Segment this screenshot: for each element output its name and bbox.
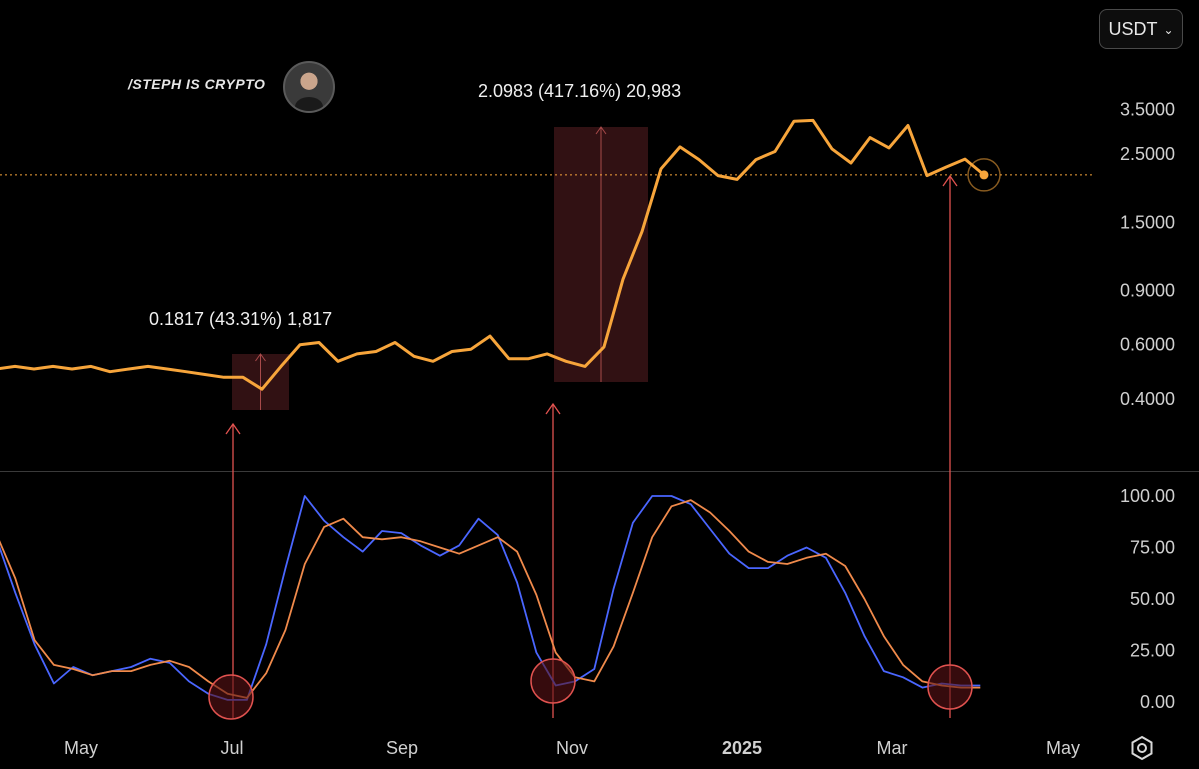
signal-circle-2 [927,664,973,710]
price-axis-ticks[interactable]: 3.5000 2.5000 1.5000 0.9000 0.6000 0.4000 [1120,99,1175,409]
stoch-axis-ticks[interactable]: 100.00 75.00 50.00 25.00 0.00 [1120,486,1175,712]
signal-circles [208,658,973,720]
last-price-ring [967,158,1001,192]
signal-arrowhead-1 [545,402,561,415]
time-tick-label[interactable]: May [1046,738,1080,758]
stoch-series [0,495,981,701]
gear-icon[interactable] [1129,735,1155,761]
price-tick-label[interactable]: 0.6000 [1120,335,1175,355]
price-move-boxes [232,126,648,410]
price-tick-label[interactable]: 0.9000 [1120,281,1175,301]
stoch-tick-label[interactable]: 50.00 [1130,589,1175,609]
price-tick-label[interactable]: 2.5000 [1120,144,1175,164]
signal-circle-0 [208,674,254,720]
signal-circle-1 [530,658,576,704]
watermark-text: /STEPH IS CRYPTO [128,76,266,92]
chevron-down-icon: ⌄ [1163,23,1174,37]
currency-label: USDT [1108,18,1158,39]
time-tick-label[interactable]: Nov [556,738,588,758]
time-tick-label[interactable]: Sep [386,738,418,758]
time-axis-ticks[interactable]: May Jul Sep Nov 2025 Mar May [64,738,1080,758]
price-series [0,118,1001,391]
move-box-arrowhead-0 [255,353,266,362]
stoch-tick-label[interactable]: 100.00 [1120,486,1175,506]
time-tick-label[interactable]: Jul [220,738,243,758]
time-tick-label[interactable]: Mar [877,738,908,758]
time-tick-label[interactable]: May [64,738,98,758]
last-price-dot [979,170,989,180]
price-line [0,118,985,391]
avatar [283,61,335,113]
price-tick-label[interactable]: 1.5000 [1120,212,1175,232]
stoch-tick-label[interactable]: 25.00 [1130,641,1175,661]
stoch-d-line [0,499,981,699]
stoch-k-line [0,495,981,701]
price-tick-label[interactable]: 3.5000 [1120,99,1175,119]
stoch-tick-label[interactable]: 0.00 [1140,692,1175,712]
currency-select[interactable]: USDT ⌄ [1099,9,1183,49]
move-box-arrowhead-1 [595,126,607,135]
price-tick-label[interactable]: 0.4000 [1120,389,1175,409]
time-tick-label[interactable]: 2025 [722,738,762,758]
stoch-tick-label[interactable]: 75.00 [1130,538,1175,558]
signal-arrowhead-2 [942,174,958,187]
annotation-big-move: 2.0983 (417.16%) 20,983 [478,81,682,101]
annotation-small-move: 0.1817 (43.31%) 1,817 [149,309,333,329]
signal-arrowhead-0 [225,422,241,435]
